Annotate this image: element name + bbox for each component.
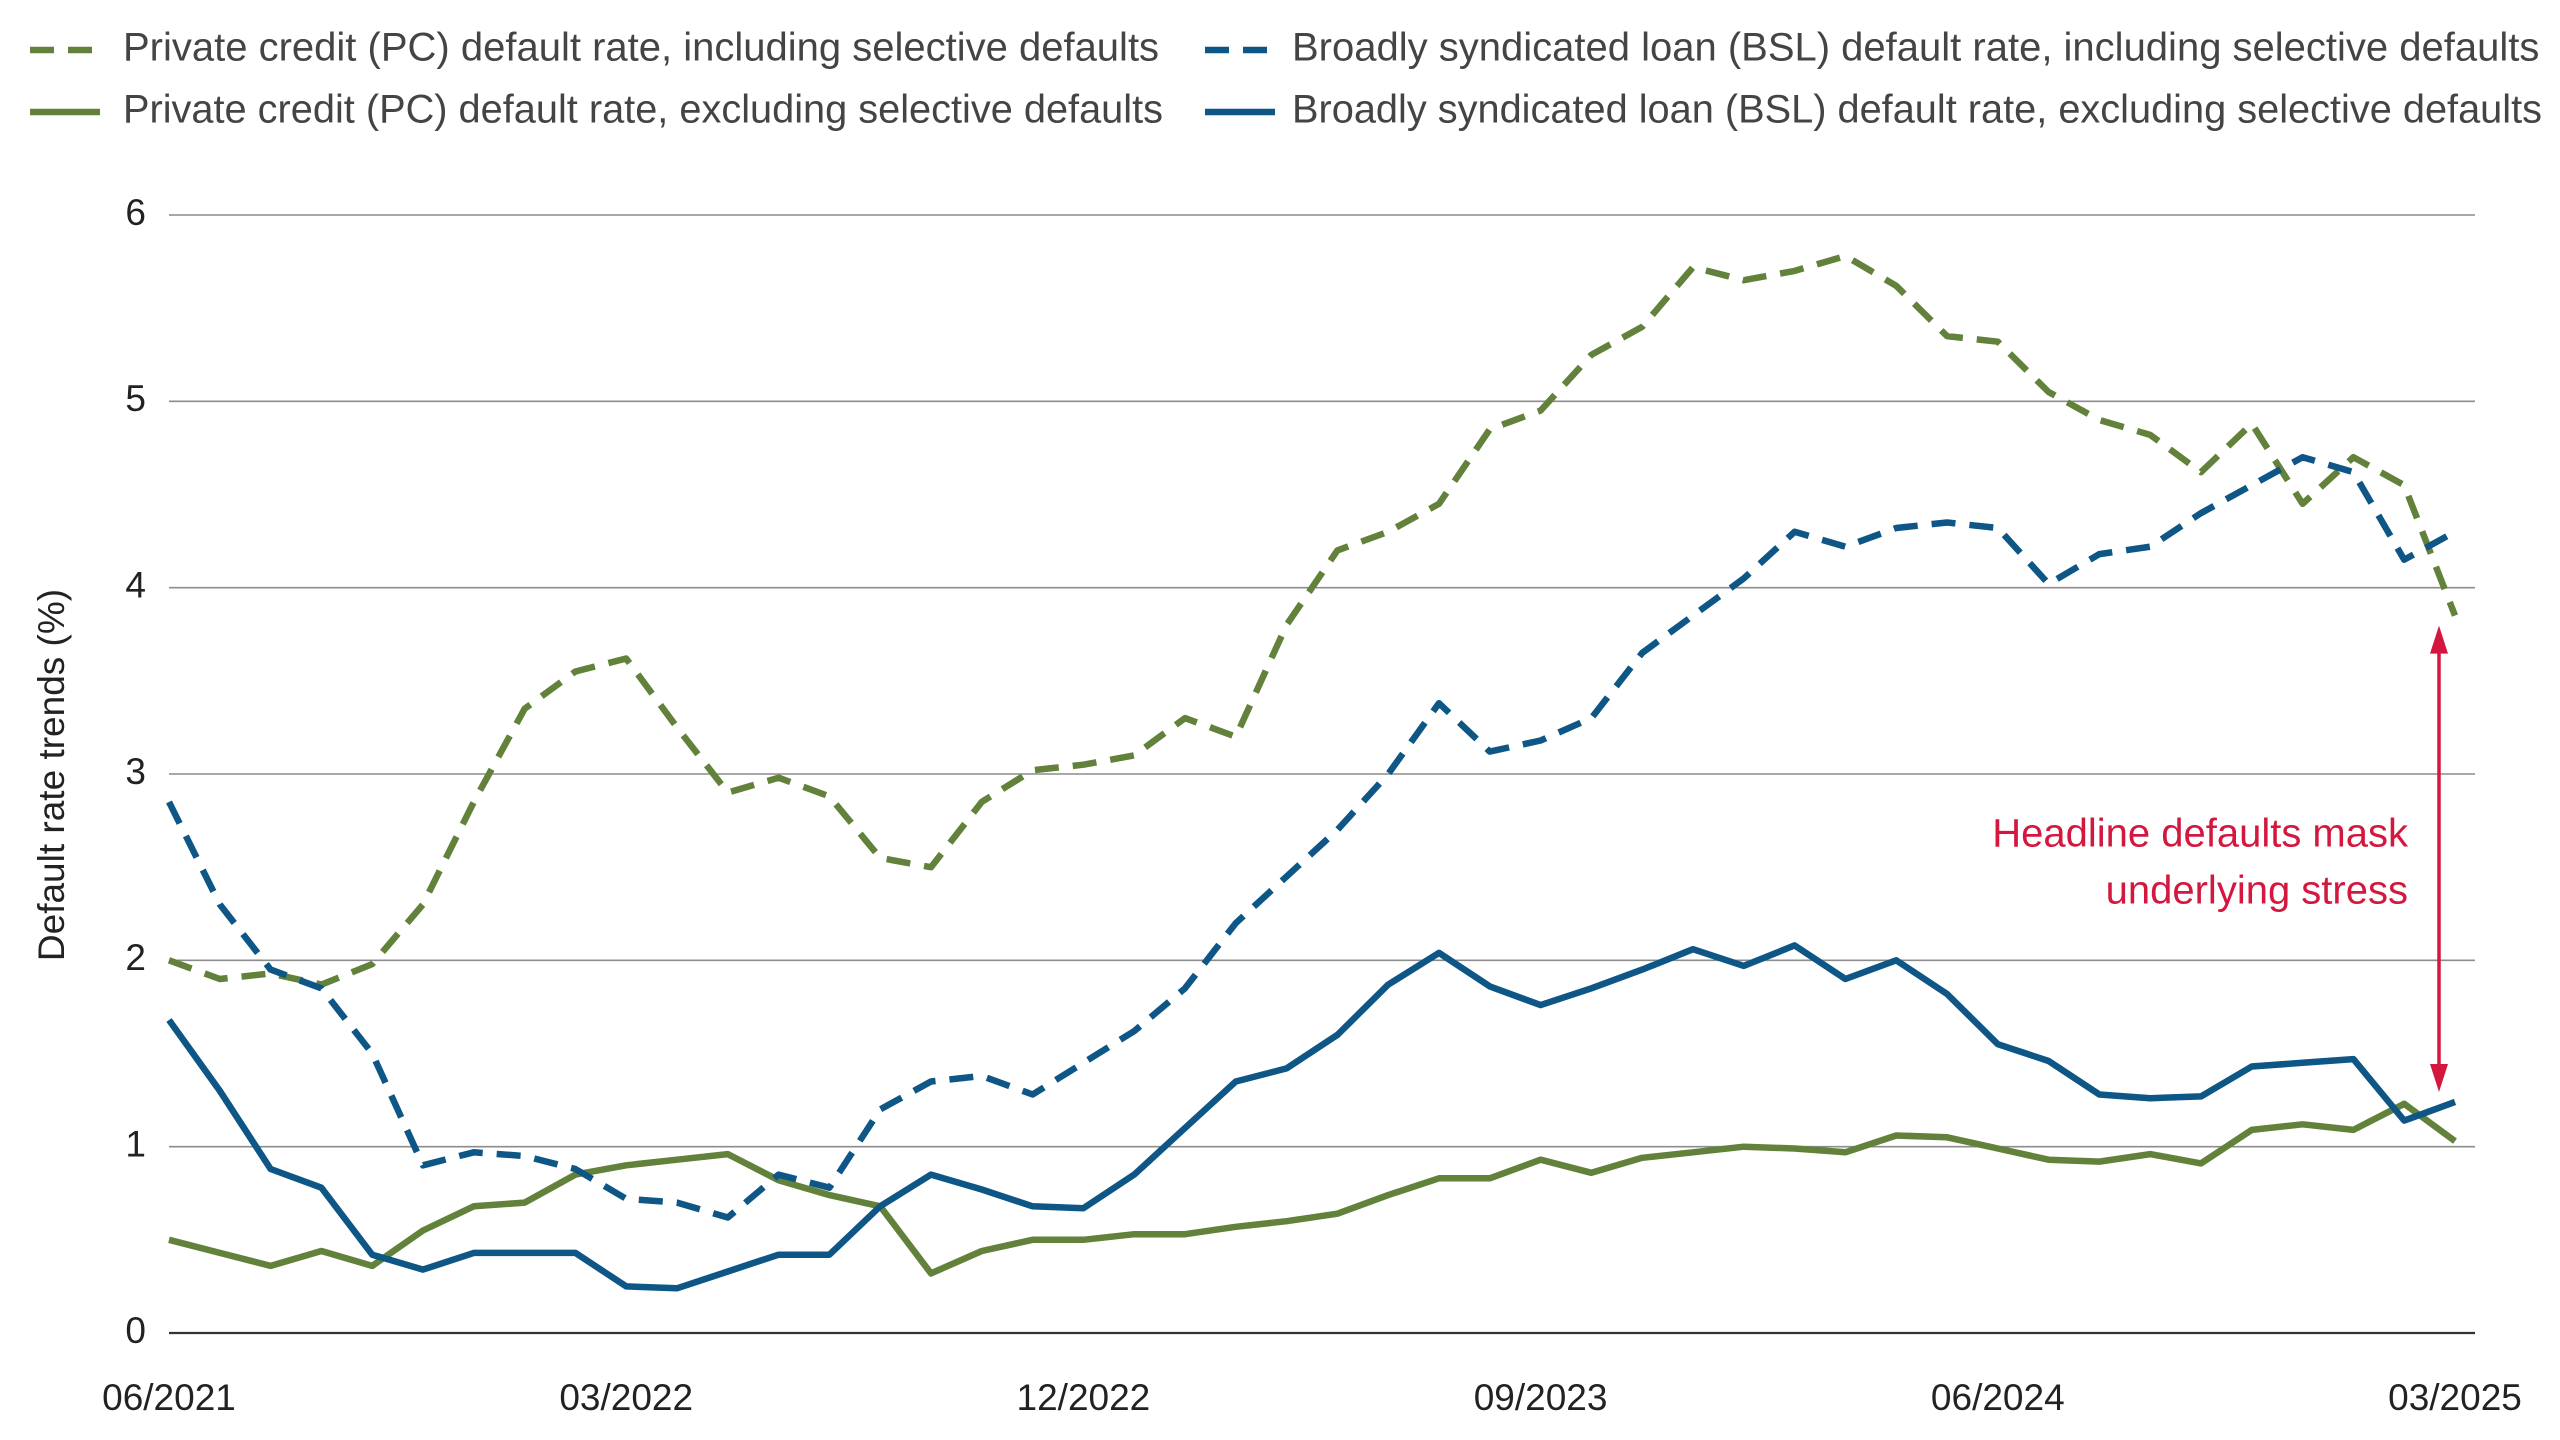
y-tick-label: 6 [125, 192, 146, 233]
legend-label: Private credit (PC) default rate, includ… [123, 26, 1159, 70]
y-tick-label: 0 [125, 1310, 146, 1351]
x-tick-label: 06/2024 [1931, 1377, 2065, 1418]
x-tick-label: 03/2022 [559, 1377, 693, 1418]
annotation-arrowhead [2430, 625, 2448, 654]
y-axis-label: Default rate trends (%) [31, 589, 72, 961]
y-tick-label: 1 [125, 1123, 146, 1164]
y-tick-label: 4 [125, 564, 146, 605]
data-line [166, 942, 2457, 1292]
legend-label: Private credit (PC) default rate, exclud… [123, 88, 1163, 132]
data-line [167, 252, 2459, 988]
annotation-text: Headline defaults mask [1992, 812, 2409, 856]
legend-label: Broadly syndicated loan (BSL) default ra… [1292, 88, 2542, 132]
data-line [168, 1100, 2457, 1277]
x-tick-label: 12/2022 [1017, 1377, 1151, 1418]
y-tick-label: 2 [125, 937, 146, 978]
annotation-arrowhead [2430, 1063, 2448, 1092]
y-tick-label: 3 [125, 751, 146, 792]
legend-label: Broadly syndicated loan (BSL) default ra… [1292, 26, 2539, 70]
x-tick-label: 03/2025 [2388, 1377, 2522, 1418]
annotation-text: underlying stress [2106, 869, 2408, 913]
x-tick-label: 09/2023 [1474, 1377, 1608, 1418]
y-tick-label: 5 [125, 378, 146, 419]
data-line [166, 453, 2457, 1221]
x-tick-label: 06/2021 [102, 1377, 236, 1418]
